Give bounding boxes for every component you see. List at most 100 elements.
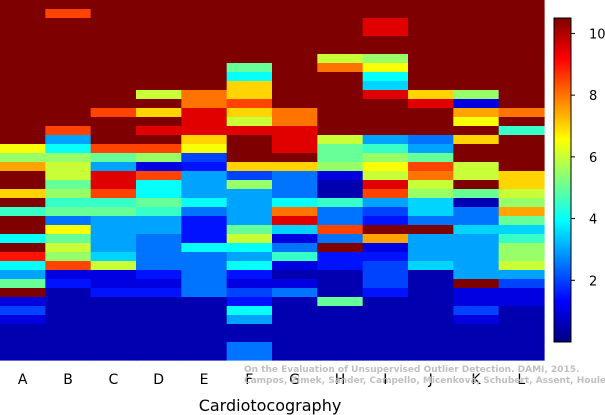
heatmap-cell — [0, 270, 46, 280]
heatmap-cell — [408, 180, 454, 190]
heatmap-cell — [362, 99, 409, 109]
heatmap-cell — [408, 252, 454, 262]
heatmap-cell — [45, 261, 92, 271]
heatmap-cell — [45, 54, 92, 64]
heatmap-cell — [45, 36, 92, 46]
heatmap-cell — [226, 243, 273, 253]
heatmap-cell — [136, 54, 182, 64]
heatmap-cell — [136, 279, 182, 289]
heatmap-cell — [272, 18, 318, 28]
heatmap-cell — [453, 333, 500, 343]
heatmap-cell — [272, 207, 318, 217]
heatmap-cell — [181, 54, 228, 64]
heatmap-cell — [408, 0, 454, 10]
heatmap-cell — [317, 135, 364, 145]
heatmap-cell — [317, 297, 364, 307]
heatmap-cell — [408, 162, 454, 172]
heatmap-cell — [226, 324, 273, 334]
heatmap-cell — [45, 288, 92, 298]
heatmap-cell — [498, 36, 545, 46]
colorbar-tick-label: 8 — [589, 89, 597, 104]
heatmap-cell — [181, 243, 228, 253]
heatmap-cell — [136, 27, 182, 37]
heatmap-cell — [181, 324, 228, 334]
heatmap-cell — [317, 171, 364, 181]
heatmap-cell — [498, 252, 545, 262]
heatmap-cell — [226, 45, 273, 55]
heatmap-cell — [181, 90, 228, 100]
heatmap-cell — [0, 342, 46, 352]
colorbar-gradient — [553, 17, 572, 343]
heatmap-cell — [272, 297, 318, 307]
heatmap-cell — [408, 171, 454, 181]
heatmap-cell — [90, 234, 137, 244]
heatmap-cell — [45, 72, 92, 82]
heatmap-cell — [272, 153, 318, 163]
heatmap-cell — [453, 144, 500, 154]
heatmap-cell — [272, 351, 318, 361]
heatmap-cell — [226, 108, 273, 118]
heatmap-cell — [317, 27, 364, 37]
heatmap-cell — [136, 99, 182, 109]
heatmap-cell — [362, 234, 409, 244]
heatmap-cell — [362, 216, 409, 226]
heatmap-cell — [498, 243, 545, 253]
heatmap-cell — [90, 171, 137, 181]
heatmap-cell — [45, 297, 92, 307]
heatmap-cell — [136, 252, 182, 262]
heatmap-cell — [45, 144, 92, 154]
heatmap-cell — [136, 18, 182, 28]
heatmap-cell — [408, 216, 454, 226]
heatmap-cell — [362, 54, 409, 64]
heatmap-cell — [136, 126, 182, 136]
heatmap-cell — [362, 0, 409, 10]
heatmap-cell — [453, 324, 500, 334]
heatmap-cell — [272, 27, 318, 37]
heatmap-cell — [362, 189, 409, 199]
heatmap-cell — [136, 216, 182, 226]
heatmap-cell — [226, 153, 273, 163]
heatmap-cell — [453, 189, 500, 199]
heatmap-cell — [317, 108, 364, 118]
heatmap-cell — [272, 189, 318, 199]
heatmap-cell — [408, 72, 454, 82]
heatmap-cell — [45, 198, 92, 208]
heatmap-cell — [136, 324, 182, 334]
heatmap-cell — [45, 27, 92, 37]
heatmap-cell — [272, 144, 318, 154]
heatmap-cell — [0, 324, 46, 334]
colorbar-tick-label: 4 — [589, 213, 597, 228]
heatmap-cell — [0, 126, 46, 136]
heatmap-cell — [272, 171, 318, 181]
heatmap-cell — [45, 342, 92, 352]
heatmap-cell — [0, 144, 46, 154]
heatmap-cell — [317, 324, 364, 334]
heatmap-cell — [272, 234, 318, 244]
colorbar-tick-label: 10 — [589, 27, 605, 42]
heatmap-cell — [90, 252, 137, 262]
heatmap-cell — [362, 144, 409, 154]
heatmap-cell — [272, 0, 318, 10]
heatmap-cell — [45, 108, 92, 118]
heatmap-cell — [136, 342, 182, 352]
heatmap-cell — [362, 342, 409, 352]
heatmap-cell — [90, 351, 137, 361]
heatmap-cell — [408, 189, 454, 199]
heatmap-cell — [453, 36, 500, 46]
heatmap-cell — [362, 135, 409, 145]
heatmap-cell — [0, 27, 46, 37]
heatmap-cell — [408, 153, 454, 163]
heatmap-cell — [317, 63, 364, 73]
heatmap-cell — [362, 153, 409, 163]
heatmap-cell — [498, 135, 545, 145]
heatmap-cell — [45, 252, 92, 262]
heatmap-cell — [0, 9, 46, 19]
heatmap-cell — [45, 324, 92, 334]
heatmap-cell — [408, 81, 454, 91]
heatmap-cell — [362, 279, 409, 289]
heatmap-cell — [408, 342, 454, 352]
heatmap-cell — [0, 45, 46, 55]
heatmap-cell — [90, 315, 137, 325]
heatmap-cell — [0, 108, 46, 118]
